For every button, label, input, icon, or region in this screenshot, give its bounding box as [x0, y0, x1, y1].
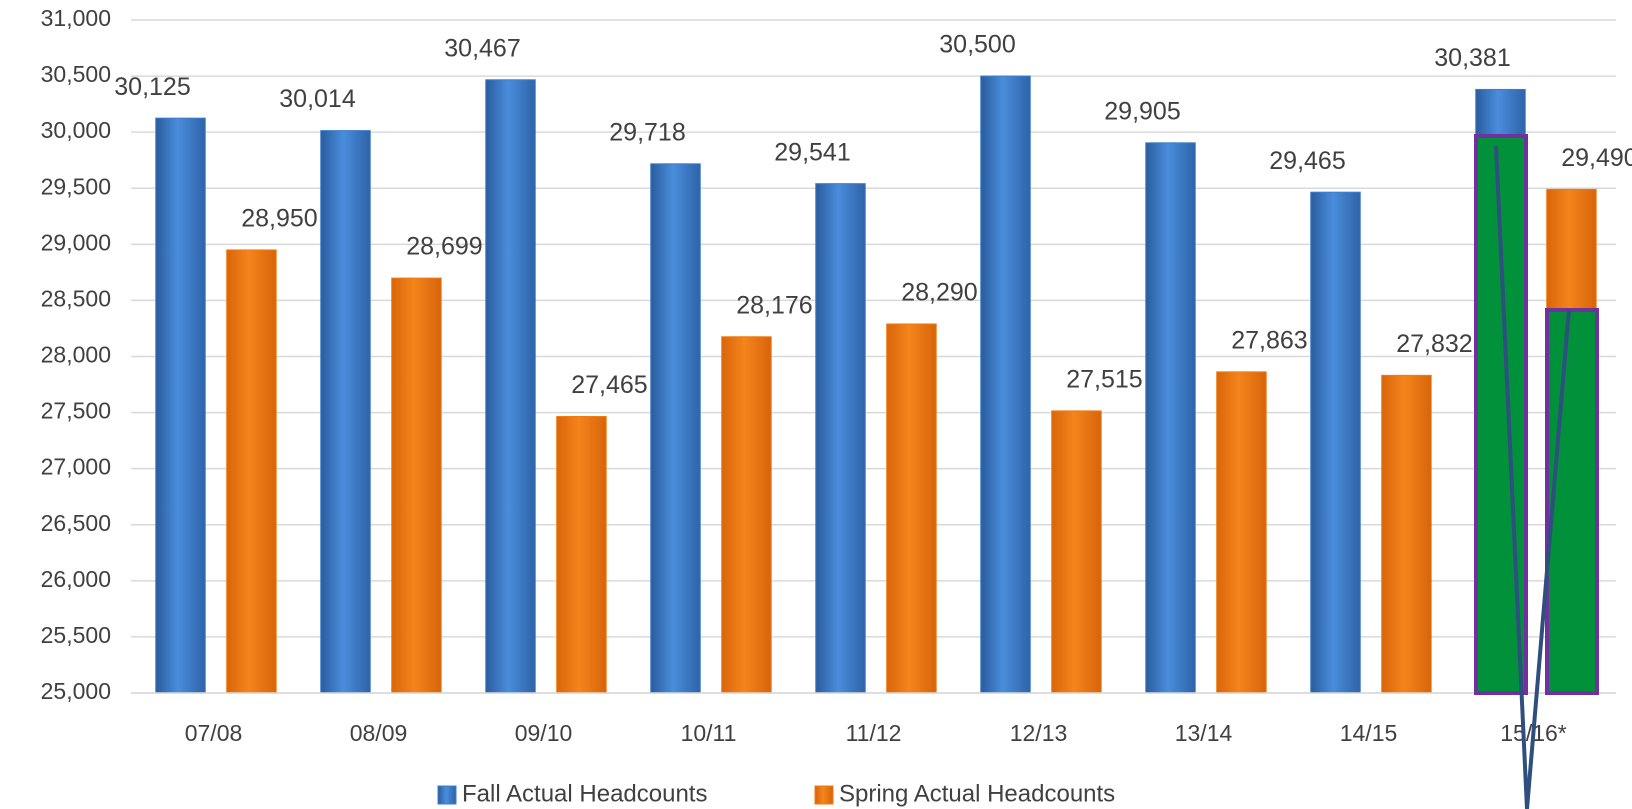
y-tick-label: 26,000: [41, 566, 111, 592]
data-label: 27,465: [571, 371, 647, 399]
data-label: 29,905: [1104, 97, 1180, 125]
data-label: 28,176: [736, 291, 812, 319]
data-label: 30,467: [444, 34, 520, 62]
x-tick-label: 14/15: [1340, 720, 1398, 746]
annotation-line: [1525, 308, 1571, 809]
highlight-box: [1545, 308, 1599, 695]
bar: [1145, 142, 1196, 694]
data-label: 27,515: [1066, 366, 1142, 394]
y-tick-label: 29,500: [41, 173, 111, 199]
legend-label: Fall Actual Headcounts: [462, 780, 707, 807]
x-tick-label: 13/14: [1175, 720, 1233, 746]
bar: [721, 336, 772, 694]
y-tick-label: 27,000: [41, 454, 111, 480]
x-tick-label: 11/12: [846, 720, 902, 746]
bar: [650, 163, 701, 694]
data-label: 30,381: [1434, 44, 1510, 72]
y-tick-label: 25,500: [41, 622, 111, 648]
y-tick-label: 30,000: [41, 117, 111, 143]
bar: [320, 130, 371, 694]
y-tick-label: 27,500: [41, 398, 111, 424]
bar: [1051, 410, 1102, 694]
y-tick-label: 29,000: [41, 229, 111, 255]
bar: [485, 79, 536, 694]
bar: [1381, 374, 1432, 694]
x-tick-label: 12/13: [1010, 720, 1068, 746]
y-tick-label: 31,000: [41, 5, 111, 31]
data-label: 28,290: [901, 279, 977, 307]
bar: [886, 323, 937, 694]
annotation-line: [1494, 145, 1529, 809]
data-label: 27,832: [1396, 330, 1472, 358]
data-label: 30,500: [939, 31, 1015, 59]
bar: [815, 183, 866, 694]
data-label: 27,863: [1231, 326, 1307, 354]
x-tick-label: 07/08: [185, 720, 243, 746]
data-label: 28,950: [241, 205, 317, 233]
bar: [980, 75, 1031, 694]
data-label: 28,699: [406, 233, 482, 261]
y-tick-label: 25,000: [41, 678, 111, 704]
data-label: 30,014: [279, 85, 356, 113]
data-label: 29,718: [609, 118, 685, 146]
bar: [556, 416, 607, 694]
legend-swatch: [814, 785, 834, 805]
x-tick-label: 08/09: [350, 720, 408, 746]
legend-label: Spring Actual Headcounts: [839, 780, 1115, 807]
annotation-overlay: [1474, 134, 1599, 809]
data-label: 29,490: [1561, 144, 1632, 172]
x-tick-label: 10/11: [681, 720, 737, 746]
data-label: 29,541: [774, 138, 850, 166]
y-tick-label: 28,500: [41, 285, 111, 311]
y-tick-label: 28,000: [41, 342, 111, 368]
y-tick-label: 30,500: [41, 61, 111, 87]
data-label: 30,125: [114, 73, 190, 101]
legend-swatch: [437, 785, 457, 805]
y-tick-label: 26,500: [41, 510, 111, 536]
bar: [155, 117, 206, 694]
x-tick-label: 09/10: [515, 720, 573, 746]
bar: [1216, 371, 1267, 694]
bar: [226, 249, 277, 694]
bar: [391, 277, 442, 694]
bar: [1310, 191, 1361, 694]
data-label: 29,465: [1269, 147, 1345, 175]
